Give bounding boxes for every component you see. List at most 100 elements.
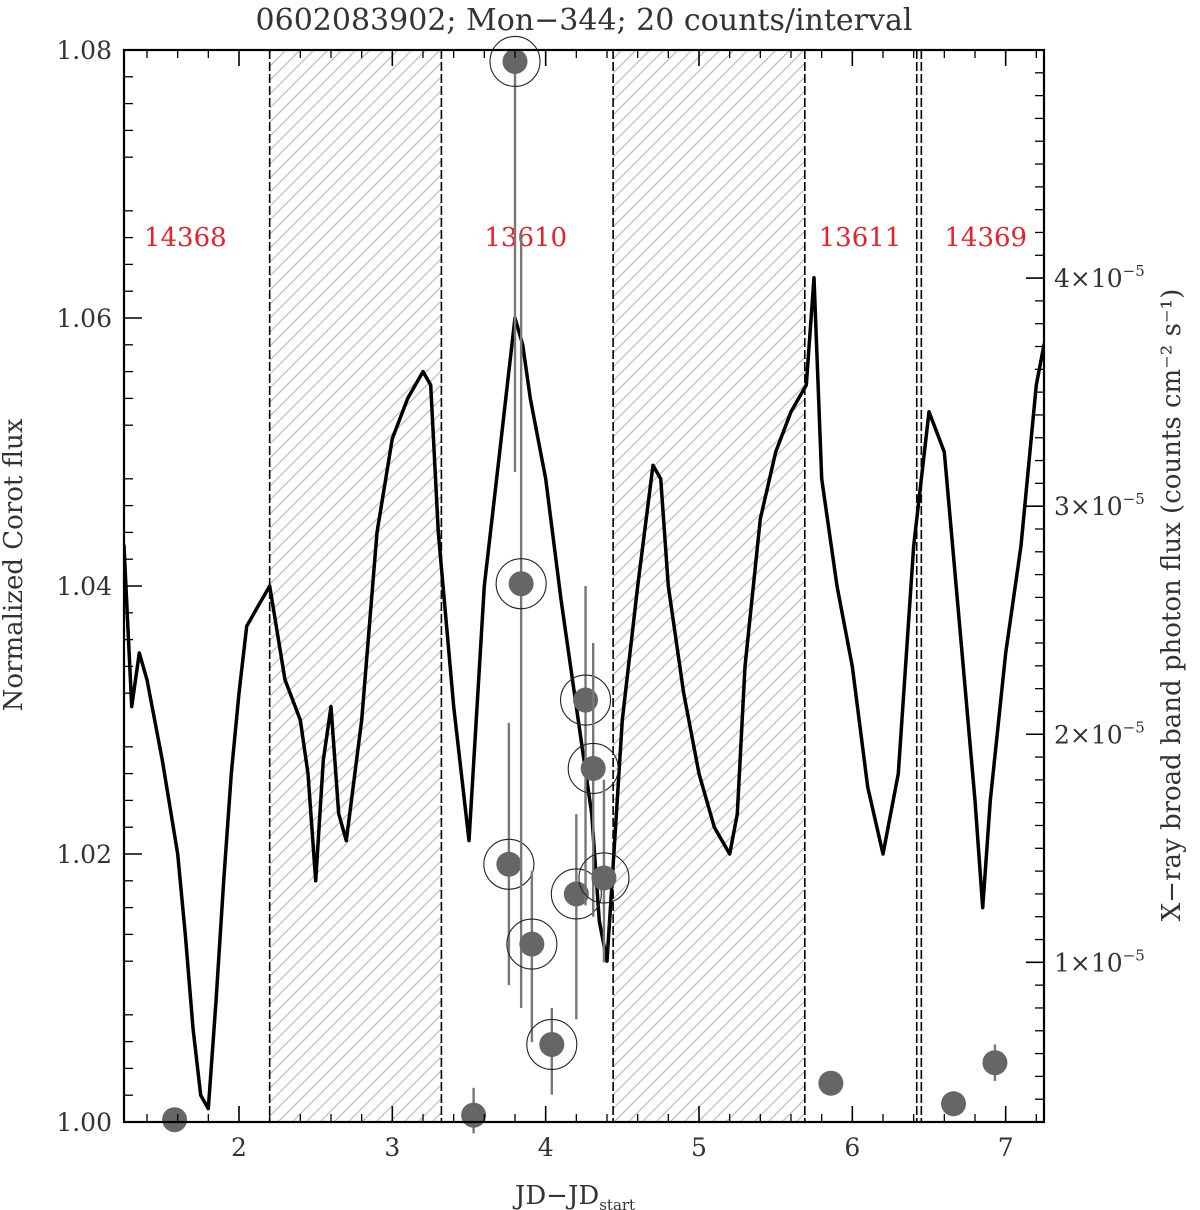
corot-flux-point bbox=[222, 879, 226, 883]
corot-flux-point bbox=[482, 584, 486, 588]
corot-flux-point bbox=[145, 678, 149, 682]
obs-id-label: 14368 bbox=[144, 223, 227, 253]
obs-id-label: 13610 bbox=[484, 223, 567, 253]
y-left-tick-label: 1.00 bbox=[56, 1108, 112, 1137]
corot-flux-point bbox=[597, 919, 601, 923]
x-tick-label: 7 bbox=[998, 1133, 1014, 1162]
corot-flux-point bbox=[1019, 544, 1023, 548]
corot-flux-point bbox=[321, 758, 325, 762]
corot-flux-point bbox=[605, 959, 609, 963]
y-axis-left-label: Normalized Corot flux bbox=[0, 418, 29, 711]
corot-flux-point bbox=[712, 825, 716, 829]
corot-flux-point bbox=[337, 812, 341, 816]
corot-flux-point bbox=[820, 477, 824, 481]
corot-flux-point bbox=[927, 410, 931, 414]
corot-flux-point bbox=[682, 691, 686, 695]
corot-flux-point bbox=[390, 437, 394, 441]
corot-flux-point bbox=[866, 785, 870, 789]
corot-flux-point bbox=[812, 276, 816, 280]
xray-point bbox=[573, 687, 599, 713]
hatched-interval bbox=[269, 50, 442, 1122]
xray-point bbox=[162, 1107, 188, 1133]
corot-flux-point bbox=[237, 691, 241, 695]
corot-flux-point bbox=[467, 839, 471, 843]
corot-lightcurve bbox=[124, 276, 1044, 1111]
corot-flux-point bbox=[666, 584, 670, 588]
xray-point bbox=[539, 1031, 565, 1057]
x-tick-label: 6 bbox=[844, 1133, 860, 1162]
corot-flux-point bbox=[268, 584, 272, 588]
xray-highlight-ring bbox=[483, 838, 535, 890]
corot-flux-point bbox=[406, 396, 410, 400]
corot-flux-point bbox=[505, 383, 509, 387]
y-left-tick-label: 1.04 bbox=[56, 572, 112, 601]
corot-flux-point bbox=[613, 839, 617, 843]
y-right-tick-label: 2×10−5 bbox=[1054, 718, 1145, 749]
xray-point bbox=[496, 851, 522, 877]
corot-flux-point bbox=[452, 705, 456, 709]
xray-point bbox=[502, 48, 528, 74]
xray-highlight-ring bbox=[578, 852, 630, 904]
xray-point bbox=[580, 755, 606, 781]
corot-flux-point bbox=[375, 530, 379, 534]
corot-flux-point bbox=[229, 772, 233, 776]
y-right-tick-label: 1×10−5 bbox=[1054, 946, 1145, 977]
plot-frame bbox=[122, 48, 1046, 1124]
corot-flux-point bbox=[620, 718, 624, 722]
corot-flux-point bbox=[743, 664, 747, 668]
corot-flux-point bbox=[973, 798, 977, 802]
axes: 2 3 4 5 6 7 1.00 1.02 1.04 1.06 1.08 1×10−5 2×10−5 3×… bbox=[56, 36, 1144, 1162]
corot-flux-point bbox=[199, 1093, 203, 1097]
y-left-tick-label: 1.06 bbox=[56, 304, 112, 333]
xray-point bbox=[591, 865, 617, 891]
y-left-tick-label: 1.08 bbox=[56, 36, 112, 65]
xray-highlight-ring bbox=[526, 1018, 578, 1071]
xray-highlight-ring bbox=[559, 674, 612, 726]
corot-flux-point bbox=[850, 664, 854, 668]
corot-flux-point bbox=[429, 383, 433, 387]
corot-flux-point bbox=[942, 450, 946, 454]
corot-flux-point bbox=[544, 477, 548, 481]
corot-flux-point bbox=[758, 517, 762, 521]
corot-flux-point bbox=[160, 758, 164, 762]
corot-flux-point bbox=[130, 705, 134, 709]
corot-flux-point bbox=[298, 718, 302, 722]
corot-flux-point bbox=[245, 624, 249, 628]
x-tick-label: 5 bbox=[691, 1133, 707, 1162]
corot-flux-point bbox=[958, 624, 962, 628]
corot-flux-point bbox=[835, 584, 839, 588]
corot-flux-point bbox=[498, 450, 502, 454]
xray-point bbox=[941, 1091, 967, 1117]
corot-flux-point bbox=[559, 597, 563, 601]
corot-flux-point bbox=[344, 839, 348, 843]
xray-highlight-ring bbox=[489, 35, 541, 87]
corot-flux-point bbox=[306, 772, 310, 776]
corot-flux-point bbox=[789, 410, 793, 414]
corot-flux-point bbox=[421, 370, 425, 374]
corot-flux-point bbox=[728, 852, 732, 856]
y-left-tick-label: 1.02 bbox=[56, 840, 112, 869]
corot-flux-point bbox=[912, 544, 916, 548]
corot-flux-point bbox=[774, 450, 778, 454]
xray-point bbox=[461, 1102, 487, 1128]
x-tick-label: 2 bbox=[231, 1133, 247, 1162]
hatched-interval bbox=[613, 50, 805, 1122]
xray-highlight-ring bbox=[550, 868, 602, 920]
corot-flux-point bbox=[191, 1026, 195, 1030]
obs-id-label: 14369 bbox=[944, 223, 1027, 253]
corot-flux-point bbox=[651, 463, 655, 467]
xray-point bbox=[508, 571, 534, 597]
corot-flux-point bbox=[981, 906, 985, 910]
corot-flux-point bbox=[804, 383, 808, 387]
corot-flux-point bbox=[881, 852, 885, 856]
corot-flux-point bbox=[176, 852, 180, 856]
x-axis-label: JD−JDstart bbox=[512, 1181, 635, 1210]
xray-points bbox=[162, 35, 1008, 1134]
y-right-tick-label: 4×10−5 bbox=[1054, 262, 1145, 293]
xray-point bbox=[563, 881, 589, 907]
chart-title: 0602083902; Mon−344; 20 counts/interval bbox=[256, 3, 913, 38]
corot-flux-point bbox=[283, 678, 287, 682]
corot-flux-point bbox=[528, 396, 532, 400]
x-tick-label: 4 bbox=[538, 1133, 554, 1162]
